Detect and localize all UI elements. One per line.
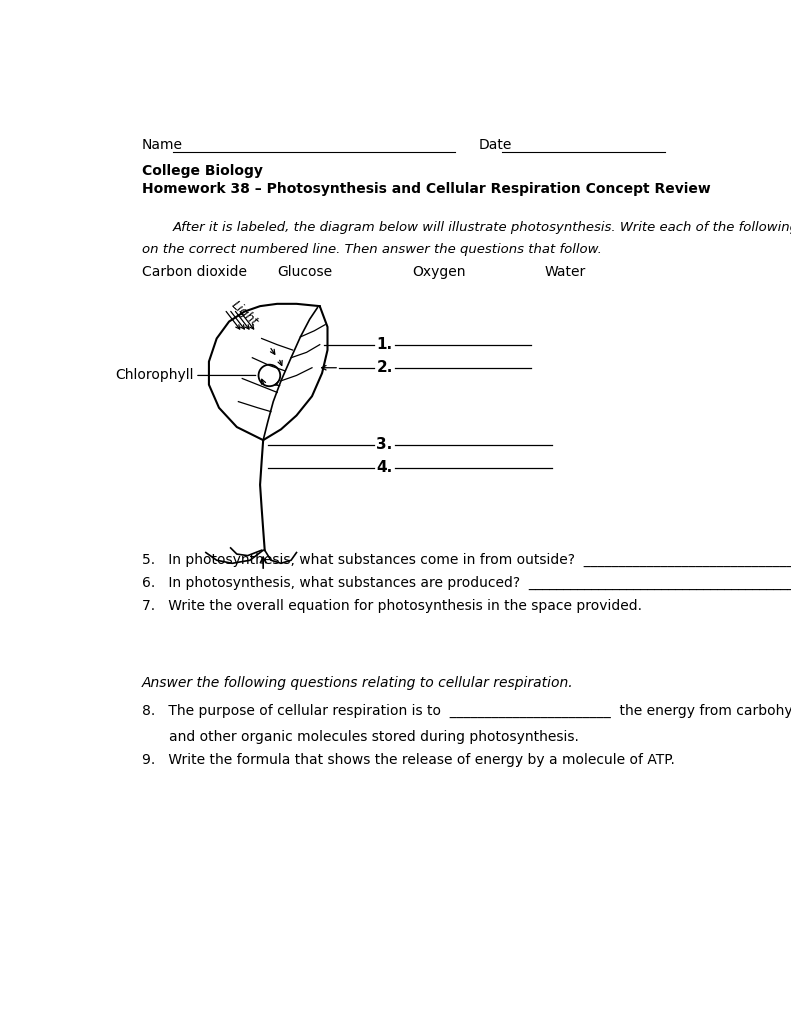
Text: 8.   The purpose of cellular respiration is to  _______________________  the ene: 8. The purpose of cellular respiration i… xyxy=(142,705,791,719)
Text: 3.: 3. xyxy=(377,437,392,453)
Text: 9.   Write the formula that shows the release of energy by a molecule of ATP.: 9. Write the formula that shows the rele… xyxy=(142,753,675,767)
Text: Chlorophyll: Chlorophyll xyxy=(115,369,194,382)
Text: Glucose: Glucose xyxy=(277,265,332,280)
Text: 7.   Write the overall equation for photosynthesis in the space provided.: 7. Write the overall equation for photos… xyxy=(142,599,642,612)
Text: 4.: 4. xyxy=(377,461,392,475)
Text: Oxygen: Oxygen xyxy=(413,265,466,280)
Text: Water: Water xyxy=(544,265,586,280)
Text: After it is labeled, the diagram below will illustrate photosynthesis. Write eac: After it is labeled, the diagram below w… xyxy=(172,221,791,234)
Text: Light: Light xyxy=(229,299,261,329)
Text: 2.: 2. xyxy=(377,360,392,375)
Text: Carbon dioxide: Carbon dioxide xyxy=(142,265,247,280)
Text: Name: Name xyxy=(142,138,183,153)
Text: College Biology: College Biology xyxy=(142,164,263,178)
Text: Homework 38 – Photosynthesis and Cellular Respiration Concept Review: Homework 38 – Photosynthesis and Cellula… xyxy=(142,182,710,196)
Text: 1.: 1. xyxy=(377,337,392,352)
Text: Answer the following questions relating to cellular respiration.: Answer the following questions relating … xyxy=(142,676,573,690)
Text: 6.   In photosynthesis, what substances are produced?  _________________________: 6. In photosynthesis, what substances ar… xyxy=(142,575,791,590)
Text: on the correct numbered line. Then answer the questions that follow.: on the correct numbered line. Then answe… xyxy=(142,243,601,256)
Text: 5.   In photosynthesis, what substances come in from outside?  _________________: 5. In photosynthesis, what substances co… xyxy=(142,553,791,566)
Text: and other organic molecules stored during photosynthesis.: and other organic molecules stored durin… xyxy=(168,730,578,743)
Text: Date: Date xyxy=(479,138,512,153)
